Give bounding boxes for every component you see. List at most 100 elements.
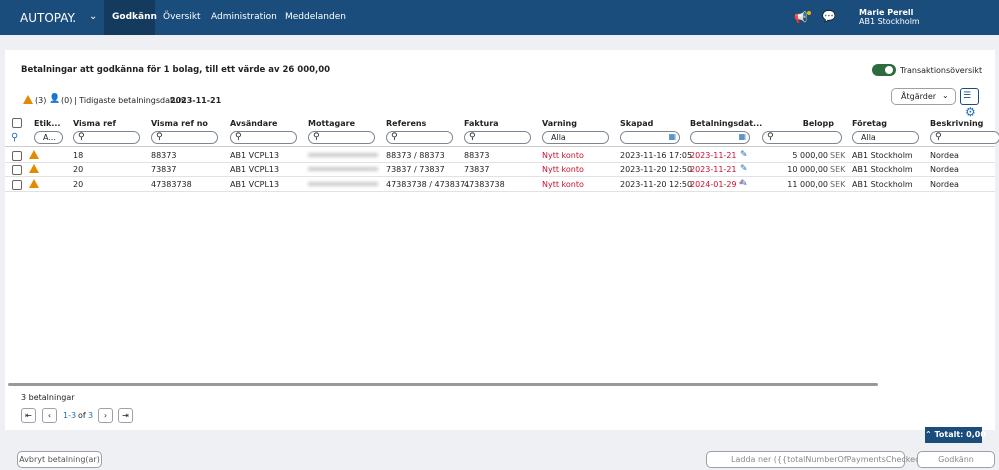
cell-created: 2023-11-20 12:50: [620, 180, 693, 189]
warning-count: (3): [35, 96, 47, 105]
cell-warning: Nytt konto: [542, 180, 584, 189]
cell-description: Nordea: [930, 151, 959, 160]
cell-visma-ref-no: 47383738: [151, 180, 192, 189]
created-filter[interactable]: ▦: [620, 131, 680, 144]
column-header[interactable]: Mottagare: [308, 119, 355, 128]
company-filter[interactable]: Alla: [852, 131, 919, 144]
row-checkbox[interactable]: [12, 165, 22, 175]
column-header[interactable]: Visma ref: [73, 119, 116, 128]
total-button[interactable]: ⌃ Totalt: 0,00: [925, 427, 986, 443]
search-filter[interactable]: ⚲: [386, 131, 453, 144]
prev-page[interactable]: ‹: [42, 408, 57, 423]
cell-visma-ref-no: 73837: [151, 165, 177, 174]
cell-warning: Nytt konto: [542, 151, 584, 160]
next-page[interactable]: ›: [98, 408, 113, 423]
filter-search-icon[interactable]: ⚲: [11, 132, 19, 143]
messages-icon[interactable]: 💬: [822, 10, 836, 23]
warning-filter[interactable]: Alla: [542, 131, 609, 144]
cell-sender: AB1 VCPL13: [230, 151, 280, 160]
blurred-recipient: [308, 182, 378, 186]
column-header[interactable]: Beskrivning: [930, 119, 984, 128]
cell-created: 2023-11-20 12:50: [620, 165, 693, 174]
user-name[interactable]: Marie Perell: [859, 8, 914, 17]
etik-filter[interactable]: A...: [34, 131, 63, 144]
cell-invoice: 47383738: [464, 180, 505, 189]
column-header[interactable]: Faktura: [464, 119, 499, 128]
column-header[interactable]: Betalningsdat...: [690, 119, 763, 128]
column-header[interactable]: Etik...: [34, 119, 61, 128]
nav-item[interactable]: Administration: [211, 12, 277, 22]
notifications-icon[interactable]: 📢: [794, 11, 808, 24]
earliest-label: | Tidigaste betalningsdatum: [74, 96, 187, 105]
last-page[interactable]: ⇥: [118, 408, 133, 423]
search-filter[interactable]: ⚲: [464, 131, 531, 144]
row-checkbox[interactable]: [12, 180, 22, 190]
column-menu-button[interactable]: ☰: [960, 88, 979, 105]
search-filter[interactable]: ⚲: [230, 131, 297, 144]
row-warning-icon: [29, 164, 39, 173]
nav-item[interactable]: Meddelanden: [285, 12, 346, 22]
approve-button[interactable]: Godkänn: [917, 451, 995, 468]
cell-reference: 88373 / 88373: [386, 151, 445, 160]
column-header[interactable]: Skapad: [620, 119, 654, 128]
actions-dropdown[interactable]: Åtgärder ⌄: [891, 88, 956, 105]
page-title: Betalningar att godkänna för 1 bolag, ti…: [21, 65, 331, 75]
search-filter[interactable]: ⚲: [73, 131, 140, 144]
top-nav: [0, 0, 999, 35]
cell-currency: SEK: [830, 165, 846, 174]
payment-date-filter[interactable]: ▦: [690, 131, 750, 144]
actions-label: Åtgärder: [901, 92, 937, 101]
row-warning-icon: [29, 179, 39, 188]
column-header[interactable]: Avsändare: [230, 119, 278, 128]
logo[interactable]: AUTOPAY.: [20, 11, 77, 25]
row-checkbox[interactable]: [12, 151, 22, 161]
cell-currency: SEK: [830, 180, 846, 189]
column-header[interactable]: Belopp: [802, 119, 834, 128]
cell-reference: 73837 / 73837: [386, 165, 445, 174]
edit-icon[interactable]: ✎: [740, 150, 748, 160]
cancel-button[interactable]: Avbryt betalning(ar): [17, 451, 102, 468]
column-header[interactable]: Varning: [542, 119, 577, 128]
warning-icon: [23, 95, 33, 104]
settings-icon[interactable]: ⚙: [965, 105, 976, 119]
cell-amount: 10 000,00: [787, 165, 828, 174]
notification-dot: [807, 11, 811, 15]
search-filter[interactable]: ⚲: [930, 131, 999, 144]
result-count: 3 betalningar: [21, 393, 75, 402]
select-all-checkbox[interactable]: [12, 118, 22, 128]
first-page[interactable]: ⇤: [21, 408, 36, 423]
blurred-recipient: [308, 153, 378, 157]
download-label: Ladda ner ({{totalNumberOfPaymentsChecke…: [731, 455, 934, 464]
edit-icon[interactable]: ✎: [740, 164, 748, 174]
cell-amount: 5 000,00: [792, 151, 828, 160]
row-divider: [5, 191, 995, 192]
person-count: (0): [61, 96, 73, 105]
nav-item[interactable]: Översikt: [163, 12, 201, 22]
page-total: 3: [88, 411, 94, 420]
edit-icon[interactable]: ✎: [740, 179, 748, 189]
user-company[interactable]: AB1 Stockholm: [859, 17, 920, 26]
toggle[interactable]: [872, 64, 896, 76]
logo-menu-chevron[interactable]: ⌄: [89, 11, 98, 22]
horizontal-scrollbar[interactable]: [8, 383, 878, 386]
cell-reference: 47383738 / 473837...: [386, 180, 473, 189]
amount-filter[interactable]: ⚲: [762, 131, 842, 144]
cell-sender: AB1 VCPL13: [230, 165, 280, 174]
page-of: of: [78, 411, 86, 420]
download-button[interactable]: Ladda ner ({{totalNumberOfPaymentsChecke…: [706, 451, 933, 468]
nav-item[interactable]: Godkänn: [112, 12, 157, 22]
cell-visma-ref: 20: [73, 165, 84, 174]
search-filter[interactable]: ⚲: [151, 131, 218, 144]
search-filter[interactable]: ⚲: [308, 131, 375, 144]
column-header[interactable]: Visma ref no: [151, 119, 208, 128]
column-header[interactable]: Referens: [386, 119, 427, 128]
chevron: ⌄: [942, 91, 949, 100]
toggle-knob: [885, 66, 893, 74]
page-range: 1-3: [63, 411, 77, 420]
cell-payment-date: 2023-11-21: [690, 165, 737, 174]
cell-invoice: 73837: [464, 165, 490, 174]
column-header[interactable]: Företag: [852, 119, 887, 128]
cell-invoice: 88373: [464, 151, 490, 160]
cell-description: Nordea: [930, 180, 959, 189]
